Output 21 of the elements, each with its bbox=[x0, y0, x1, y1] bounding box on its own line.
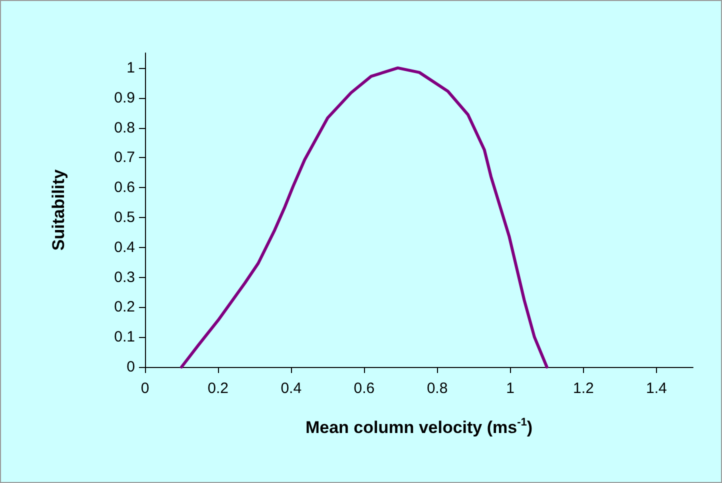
x-tick-label: 0.6 bbox=[354, 380, 375, 397]
x-tick-label: 1.2 bbox=[572, 380, 594, 397]
x-tick-label: 1 bbox=[506, 380, 515, 397]
y-tick-label: 0.3 bbox=[114, 268, 135, 286]
x-tick-label: 0.4 bbox=[280, 380, 302, 397]
y-tick-label: 0.2 bbox=[114, 298, 135, 316]
y-tick-label: 1 bbox=[126, 59, 135, 76]
y-tick-label: 0.1 bbox=[114, 328, 135, 346]
y-tick-label: 0 bbox=[126, 358, 135, 376]
y-tick-label: 0.9 bbox=[114, 89, 135, 106]
x-tick-label: 0.2 bbox=[208, 380, 228, 397]
y-tick-label: 0.6 bbox=[114, 179, 135, 196]
y-tick-label: 0.7 bbox=[114, 149, 135, 166]
x-tick-label: 0 bbox=[140, 380, 150, 397]
y-tick-label: 0.8 bbox=[114, 119, 135, 136]
y-tick-label: 0.5 bbox=[114, 208, 135, 226]
line-series bbox=[180, 66, 548, 368]
x-tick-label: 0.8 bbox=[426, 380, 448, 397]
y-axis-title: Suitability bbox=[49, 168, 68, 251]
x-tick-label: 1.4 bbox=[646, 380, 667, 397]
y-tick-label: 0.4 bbox=[114, 238, 135, 256]
